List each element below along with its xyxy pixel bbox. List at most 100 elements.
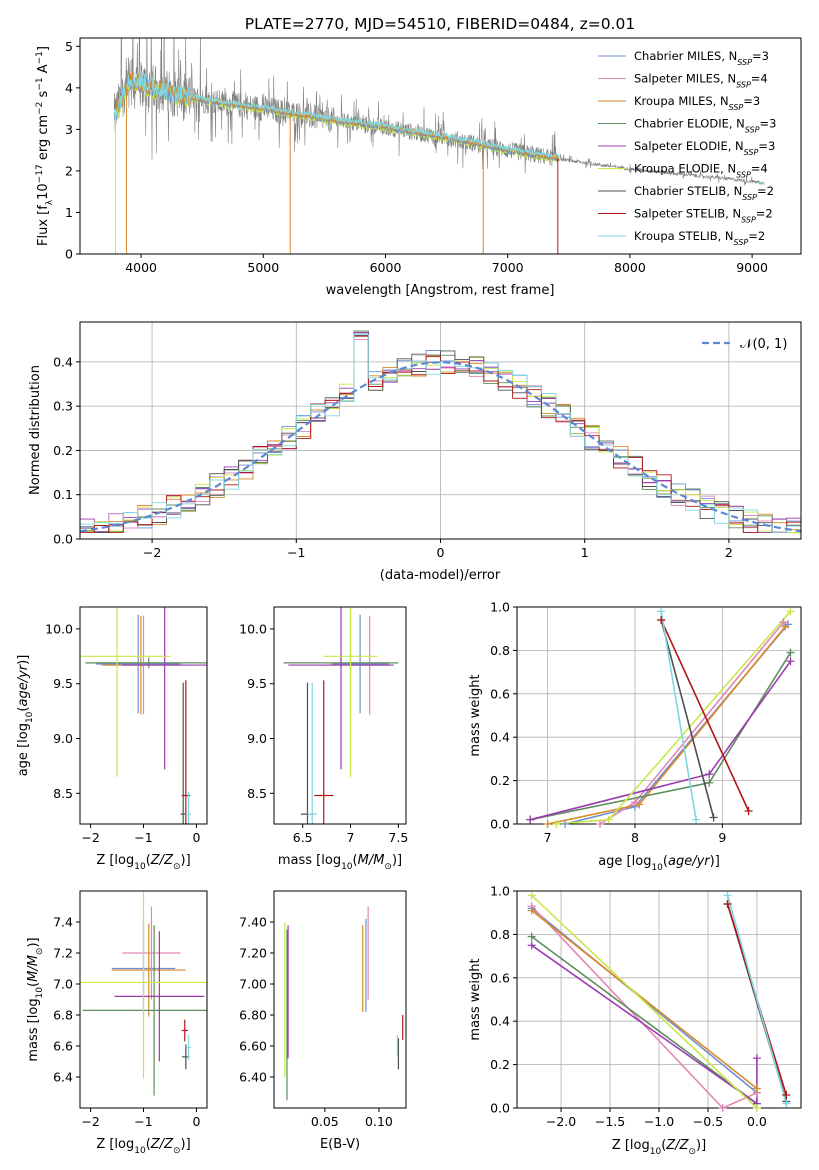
weight-marker [786, 648, 795, 657]
axes-frame [273, 606, 407, 825]
x-axis-label: Z [log10(Z/Z⊙)] [612, 1138, 706, 1157]
x-axis-label: mass [log10(M/M⊙)] [278, 853, 402, 872]
y-tick-label: 0.1 [53, 487, 73, 502]
x-tick-label: 7000 [492, 260, 524, 275]
weight-marker [630, 798, 639, 807]
plot-area [283, 607, 399, 824]
x-tick-label: 9000 [736, 260, 768, 275]
chart-residuals: −2 −1 0 1 2 0.0 0.1 0.2 0.3 0.4 𝒩(0, 1) (data-model… [28, 321, 802, 583]
x-tick-label: 6.5 [293, 830, 313, 845]
figure-title: PLATE=2770, MJD=54510, FIBERID=0484, z=0… [245, 15, 635, 33]
plot-area [80, 891, 207, 1096]
x-tick-label: −2 [81, 1114, 99, 1129]
weight-marker [782, 1090, 791, 1099]
legend-label: Salpeter ELODIE, NSSP=3 [634, 139, 775, 157]
x-tick-label: 0.05 [311, 1114, 339, 1129]
weight-marker [527, 932, 536, 941]
y-tick-label: 4 [65, 80, 73, 95]
y-axis-label: mass weight [468, 674, 483, 756]
weight-marker [752, 1054, 761, 1063]
y-tick-label: 9.0 [53, 731, 73, 746]
weight-marker [635, 800, 644, 809]
y-tick-label: 0.4 [490, 730, 510, 745]
y-axis-label: Normed distribution [28, 365, 43, 495]
x-tick-label: −1.0 [644, 1114, 674, 1129]
y-tick-label: 0 [65, 247, 73, 262]
weight-marker [723, 900, 732, 909]
x-axis-label: E(B-V) [320, 1137, 360, 1152]
plot-area [529, 610, 792, 824]
legend-label: Chabrier ELODIE, NSSP=3 [634, 117, 776, 135]
weight-marker [552, 820, 561, 828]
chart-age-vs-Z: −2 −1 0 8.5 9.0 9.5 10.0 Z [log10(Z/Z⊙)] age [lo… [16, 606, 208, 872]
x-tick-label: 0 [437, 545, 445, 560]
weight-marker [723, 891, 732, 900]
x-tick-label: −1 [134, 1114, 152, 1129]
x-tick-label: 7 [347, 830, 355, 845]
x-axis-label: Z [log10(Z/Z⊙)] [96, 853, 190, 872]
weight-line [531, 944, 758, 1106]
model-spectrum [113, 71, 560, 160]
legend-label: Kroupa ELODIE, NSSP=4 [634, 162, 768, 180]
y-tick-label: 9.0 [247, 731, 267, 746]
weight-marker [705, 778, 714, 787]
y-tick-label: 5 [65, 39, 73, 54]
chart-mass-vs-Z: −2 −1 0 6.4 6.6 6.8 7.0 7.2 7.4 Z [log10(Z/Z⊙)] ma… [26, 890, 208, 1156]
y-tick-label: 9.5 [53, 676, 73, 691]
y-axis-label: mass weight [468, 958, 483, 1040]
weight-marker [604, 815, 613, 824]
x-tick-label: −2.0 [546, 1114, 576, 1129]
x-tick-label: 2 [725, 545, 733, 560]
y-tick-label: 6.6 [53, 1039, 73, 1054]
chart-weight-vs-Z: −2.0 −1.5 −1.0 −0.5 0.0 0.0 0.2 0.4 0.6 0.8 1.0 Z [… [468, 884, 802, 1157]
data-spectrum [113, 38, 765, 186]
y-axis-label: Flux [fλ10−17 erg cm−2 s−1 A−1] [35, 46, 55, 246]
legend-label: Kroupa STELIB, NSSP=2 [634, 229, 765, 247]
axes-frame [516, 606, 802, 825]
x-tick-label: 0.10 [365, 1114, 393, 1129]
weight-marker [705, 770, 714, 779]
x-tick-label: 7.5 [388, 830, 408, 845]
weight-marker [543, 820, 552, 828]
legend-label: Kroupa MILES, NSSP=3 [634, 94, 760, 112]
plot-area [80, 607, 207, 824]
weight-marker [596, 820, 605, 828]
y-tick-label: 6.8 [53, 1008, 73, 1023]
y-tick-label: 6.80 [239, 1008, 267, 1023]
y-tick-label: 9.5 [247, 676, 267, 691]
plot-area [113, 38, 765, 254]
y-tick-label: 1 [65, 205, 73, 220]
x-tick-label: −2 [81, 830, 99, 845]
y-tick-label: 0.0 [490, 1101, 510, 1116]
axes-frame [273, 890, 407, 1109]
weight-marker [561, 820, 570, 828]
x-tick-label: 6000 [370, 260, 402, 275]
weight-line [660, 611, 697, 820]
axes-frame [79, 890, 208, 1109]
weight-marker [752, 1104, 761, 1112]
x-tick-label: −1.5 [595, 1114, 625, 1129]
y-tick-label: 0.3 [53, 399, 73, 414]
weight-line [531, 935, 758, 1105]
gaussian-curve [80, 361, 801, 533]
y-tick-label: 7.2 [53, 946, 73, 961]
y-tick-label: 10.0 [45, 621, 73, 636]
weight-marker [526, 815, 535, 824]
weight-marker [718, 1104, 727, 1112]
y-tick-label: 0.0 [490, 817, 510, 832]
y-tick-label: 10.0 [239, 621, 267, 636]
y-tick-label: 7.20 [239, 946, 267, 961]
weight-marker [527, 941, 536, 950]
x-axis-label: Z [log10(Z/Z⊙)] [96, 1137, 190, 1156]
y-tick-label: 0.2 [490, 1057, 510, 1072]
y-tick-label: 6.60 [239, 1039, 267, 1054]
plot-area [80, 330, 801, 533]
legend-label: Chabrier STELIB, NSSP=2 [634, 184, 774, 202]
y-tick-label: 1.0 [490, 884, 510, 899]
y-tick-label: 0.8 [490, 927, 510, 942]
y-tick-label: 7.0 [53, 977, 73, 992]
x-tick-label: −0.5 [693, 1114, 723, 1129]
weight-marker [657, 616, 666, 625]
weight-marker [692, 815, 701, 824]
